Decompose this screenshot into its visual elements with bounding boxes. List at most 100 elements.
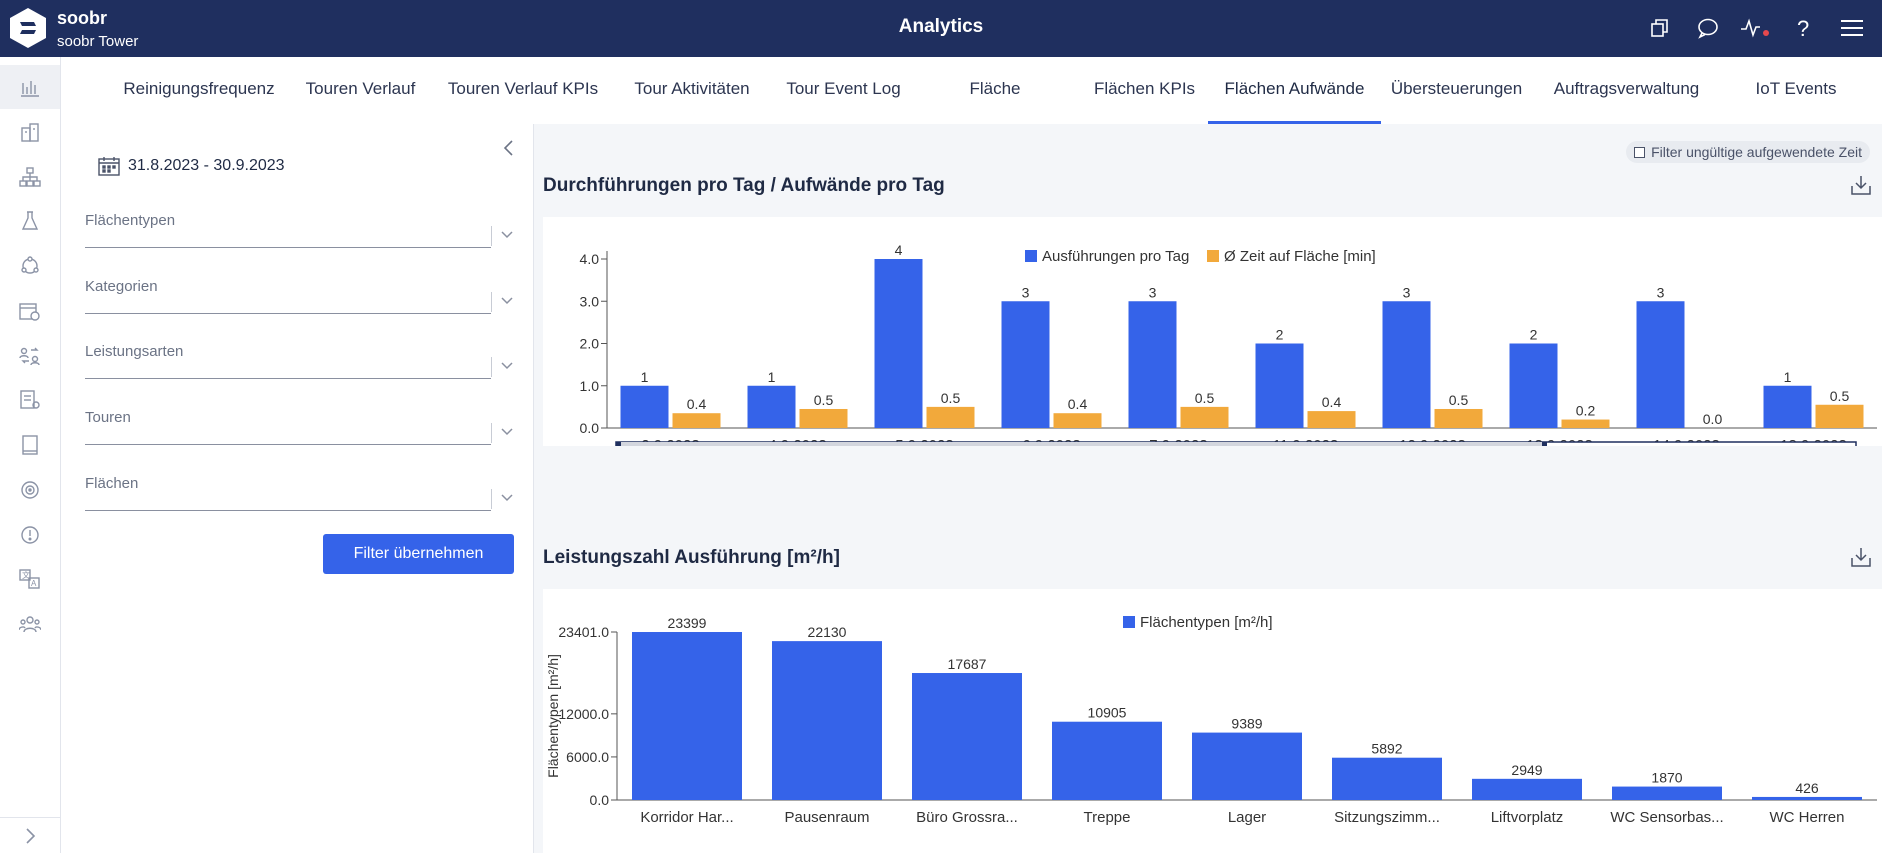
- chevron-right-icon: [26, 827, 36, 844]
- bar-avg-time: [1180, 406, 1229, 428]
- flaechentypen-label: Flächentypen: [85, 212, 176, 229]
- y-tick-label: 1.0: [580, 378, 600, 394]
- chart2-card: 0.0 6000.0 12000.0 23401.0 Flächentypen [m²/…: [543, 589, 1882, 853]
- team-icon[interactable]: [0, 602, 60, 646]
- chat-icon[interactable]: [1692, 12, 1724, 44]
- building-icon[interactable]: [0, 110, 60, 154]
- bar-avg-time: [672, 413, 721, 428]
- tab-iot-events[interactable]: IoT Events: [1755, 79, 1837, 98]
- x-tick-label: Korridor Har...: [640, 809, 733, 826]
- chart1-card: 0.01.02.03.04.010.42.9.202310.54.9.20234…: [543, 217, 1882, 446]
- x-tick-label: Büro Grossra...: [916, 809, 1018, 826]
- date-range-picker[interactable]: 31.8.2023 - 30.9.2023: [98, 156, 285, 176]
- pulse-icon[interactable]: [1740, 12, 1772, 44]
- bar-flaechentyp: [1332, 757, 1442, 800]
- data-label: 0.4: [1068, 396, 1088, 412]
- y-tick-label: 23401.0: [558, 624, 609, 640]
- x-tick-label: Pausenraum: [784, 809, 869, 826]
- range-slider-selection: [616, 442, 1545, 446]
- x-tick-label: Lager: [1228, 809, 1266, 826]
- bar-executions: [1636, 301, 1685, 428]
- tab-uebersteuerungen[interactable]: Übersteuerungen: [1390, 79, 1523, 98]
- top-bar: soobr soobr Tower Analytics ?: [0, 0, 1882, 57]
- target-icon[interactable]: [0, 468, 60, 512]
- site-name: soobr Tower: [57, 33, 139, 50]
- cycle-icon[interactable]: [0, 244, 60, 288]
- legend-label: Flächentypen [m²/h]: [1140, 614, 1273, 631]
- tab-tour-event-log[interactable]: Tour Event Log: [786, 79, 901, 98]
- data-label: 0.0: [1703, 411, 1723, 427]
- main-content: Filter ungültige aufgewendete Zeit Durch…: [534, 124, 1882, 853]
- alert-icon[interactable]: [0, 513, 60, 557]
- tab-touren-verlauf-kpis[interactable]: Touren Verlauf KPIs: [447, 79, 599, 98]
- data-label: 5892: [1371, 741, 1402, 757]
- data-label: 3: [1149, 284, 1157, 300]
- menu-icon[interactable]: [1836, 12, 1868, 44]
- expand-nav-button[interactable]: [0, 817, 60, 853]
- flaechen-select[interactable]: Flächen: [85, 475, 516, 515]
- report-icon[interactable]: [0, 378, 60, 422]
- y-tick-label: 4.0: [580, 251, 600, 267]
- users-swap-icon[interactable]: [0, 334, 60, 378]
- checkbox[interactable]: [1634, 146, 1646, 158]
- chevron-down-icon: [501, 428, 513, 436]
- bar-flaechentyp: [1192, 732, 1302, 800]
- apply-filter-button[interactable]: Filter übernehmen: [323, 534, 514, 574]
- download-icon[interactable]: [1850, 546, 1872, 568]
- kategorien-select[interactable]: Kategorien: [85, 278, 516, 318]
- data-label: 0.5: [1195, 390, 1215, 406]
- x-tick-label: Liftvorplatz: [1491, 809, 1564, 826]
- data-label: 2949: [1511, 762, 1542, 778]
- collapse-panel-button[interactable]: [499, 138, 519, 158]
- bar-executions: [1509, 343, 1558, 428]
- y-tick-label: 0.0: [590, 792, 610, 808]
- x-tick-label: WC Herren: [1769, 809, 1844, 826]
- data-label: 2: [1530, 327, 1538, 343]
- data-label: 0.5: [814, 392, 834, 408]
- book-icon[interactable]: [0, 423, 60, 467]
- invalid-time-filter-label: Filter ungültige aufgewendete Zeit: [1651, 144, 1862, 160]
- svg-text:文: 文: [22, 570, 30, 580]
- flask-icon[interactable]: [0, 199, 60, 243]
- copy-icon[interactable]: [1644, 12, 1676, 44]
- data-label: 0.5: [1830, 388, 1850, 404]
- download-icon[interactable]: [1850, 174, 1872, 196]
- help-icon[interactable]: ?: [1788, 12, 1820, 44]
- data-label: 0.4: [687, 396, 707, 412]
- data-label: 2: [1276, 327, 1284, 343]
- bar-flaechentyp: [1472, 778, 1582, 800]
- bar-executions: [1382, 301, 1431, 428]
- y-tick-label: 6000.0: [566, 749, 609, 765]
- calendar-clock-icon[interactable]: [0, 289, 60, 333]
- bar-flaechentyp: [912, 673, 1022, 800]
- analytics-icon[interactable]: [0, 65, 60, 109]
- data-label: 0.5: [941, 390, 961, 406]
- invalid-time-filter-toggle[interactable]: Filter ungültige aufgewendete Zeit: [1626, 141, 1870, 163]
- touren-select[interactable]: Touren: [85, 409, 516, 449]
- x-tick-label: Sitzungszimm...: [1334, 809, 1440, 826]
- data-label: 1: [1784, 369, 1792, 385]
- leistungsarten-select[interactable]: Leistungsarten: [85, 343, 516, 383]
- tab-reinigungsfrequenz[interactable]: Reinigungsfrequenz: [123, 79, 275, 98]
- tab-auftragsverwaltung[interactable]: Auftragsverwaltung: [1553, 79, 1700, 98]
- tab-touren-verlauf[interactable]: Touren Verlauf: [305, 79, 416, 98]
- soobr-logo-icon[interactable]: [6, 6, 50, 50]
- y-tick-label: 3.0: [580, 293, 600, 309]
- bar-executions: [1001, 301, 1050, 428]
- bar-executions: [1128, 301, 1177, 428]
- bar-avg-time: [1053, 413, 1102, 428]
- data-label: 426: [1795, 780, 1819, 796]
- data-label: 1870: [1651, 770, 1682, 786]
- data-label: 3: [1022, 284, 1030, 300]
- filter-panel: 31.8.2023 - 30.9.2023 Flächentypen Kateg…: [61, 124, 534, 853]
- legend-label: Ø Zeit auf Fläche [min]: [1224, 248, 1376, 265]
- tab-flaechen-kpis[interactable]: Flächen KPIs: [1093, 79, 1196, 98]
- data-label: 9389: [1231, 716, 1262, 732]
- tab-tour-aktivitaeten[interactable]: Tour Aktivitäten: [634, 79, 750, 98]
- hierarchy-icon[interactable]: [0, 155, 60, 199]
- tab-flaechen-aufwaende[interactable]: Flächen Aufwände: [1208, 57, 1381, 124]
- flaechentypen-select[interactable]: Flächentypen: [85, 212, 516, 252]
- tab-flaeche[interactable]: Fläche: [969, 79, 1021, 98]
- y-tick-label: 12000.0: [558, 706, 609, 722]
